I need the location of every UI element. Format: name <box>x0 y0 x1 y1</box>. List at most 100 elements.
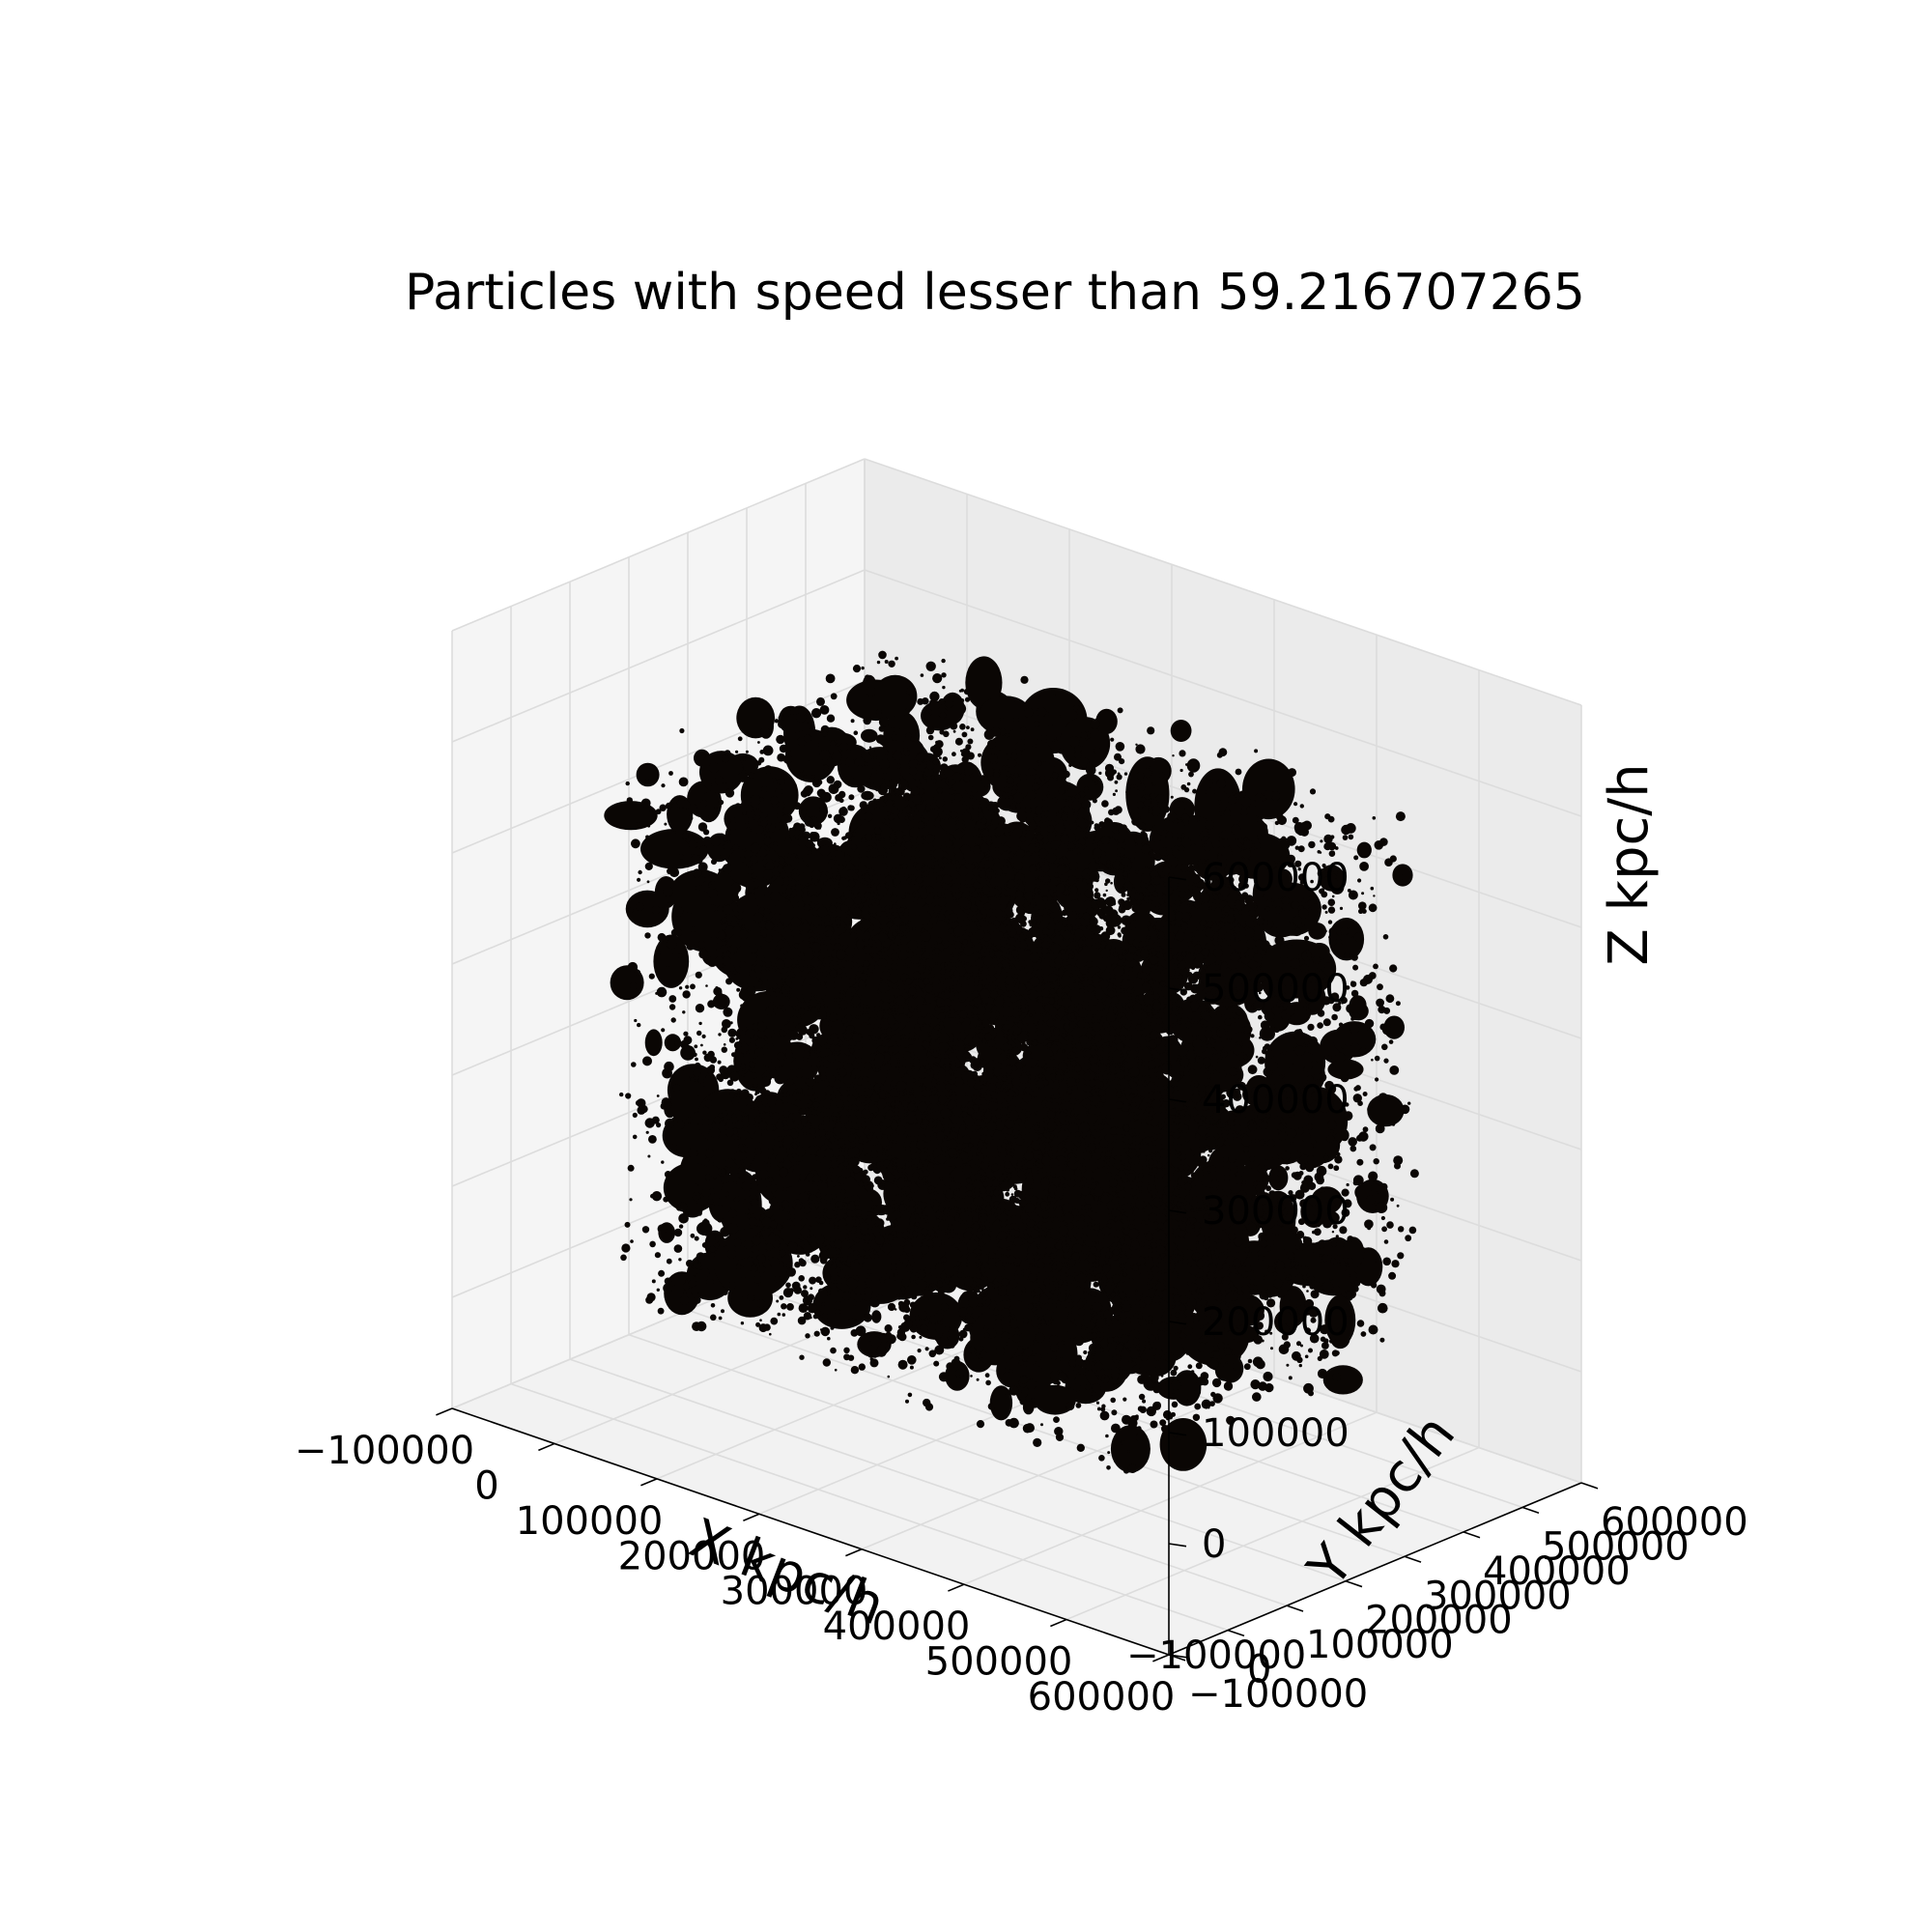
particle-point <box>1172 754 1175 757</box>
particle-point <box>982 1275 988 1282</box>
particle-point <box>1082 1000 1089 1008</box>
particle-point <box>855 1325 867 1337</box>
particle-point <box>1074 1169 1082 1177</box>
particle-point <box>882 746 887 751</box>
particle-point <box>1338 1263 1342 1265</box>
particle-point <box>1132 1338 1140 1346</box>
particle-point <box>1102 1337 1109 1344</box>
particle-point <box>1121 1334 1129 1343</box>
particle-point <box>835 1308 840 1315</box>
particle-point <box>1051 738 1055 742</box>
particle-point <box>666 1258 672 1264</box>
particle-point <box>1211 1350 1220 1359</box>
particle-point <box>1068 953 1073 959</box>
particle-point <box>1223 932 1233 941</box>
particle-point <box>1290 1141 1293 1146</box>
particle-point <box>1328 927 1337 936</box>
particle-point <box>1281 836 1287 841</box>
particle-point <box>1173 1086 1179 1092</box>
particle-point <box>1258 1232 1266 1241</box>
particle-point <box>945 1252 949 1256</box>
particle-point <box>810 1254 820 1264</box>
particle-point <box>855 1015 860 1019</box>
particle-point <box>930 1107 933 1111</box>
grid-line-y-floor <box>687 1309 1406 1558</box>
particle-point <box>811 1036 820 1045</box>
particle-point <box>1290 1262 1295 1267</box>
particle-point <box>996 1145 1002 1151</box>
particle-point <box>940 1272 947 1280</box>
particle-point <box>772 983 778 990</box>
particle-point <box>1330 1258 1337 1264</box>
particle-point <box>1358 901 1367 910</box>
particle-point <box>1141 867 1151 876</box>
particle-point <box>694 1062 701 1069</box>
particle-point <box>1247 1358 1253 1364</box>
particle-point <box>658 1269 666 1277</box>
particle-point <box>1230 952 1240 962</box>
particle-point <box>1074 745 1082 753</box>
particle-point <box>1007 1255 1016 1264</box>
particle-point <box>908 815 915 821</box>
particle-point <box>726 839 731 844</box>
particle-point <box>1165 1026 1175 1036</box>
particle-point <box>700 752 707 757</box>
particle-point <box>785 1148 791 1153</box>
particle-point <box>1038 696 1042 699</box>
particle-point <box>759 946 763 949</box>
particle-point <box>1136 801 1145 810</box>
particle-point <box>933 1074 940 1080</box>
particle-point <box>966 725 970 729</box>
particle-point <box>799 1259 807 1267</box>
particle-point <box>1069 976 1076 982</box>
particle-point <box>850 1073 856 1080</box>
particle-point <box>1065 949 1071 955</box>
particle-point <box>1366 1273 1373 1280</box>
particle-point <box>1041 1003 1046 1007</box>
particle-point <box>807 850 812 856</box>
particle-point <box>1346 1182 1350 1187</box>
particle-point <box>794 1262 801 1268</box>
particle-point <box>900 1286 906 1292</box>
particle-point <box>741 909 744 913</box>
particle-point <box>951 859 956 865</box>
particle-point <box>1409 1169 1419 1179</box>
particle-point <box>1274 820 1280 826</box>
particle-point <box>1398 1226 1405 1233</box>
particle-point <box>795 1147 806 1157</box>
particle-point <box>923 941 930 947</box>
particle-point <box>1123 950 1127 953</box>
particle-point <box>1147 726 1155 735</box>
particle-point <box>1070 761 1075 766</box>
particle-point <box>1110 1397 1116 1404</box>
particle-point <box>1045 1171 1051 1177</box>
particle-point <box>702 1050 707 1055</box>
particle-point <box>889 994 895 1002</box>
particle-point <box>1056 1380 1061 1386</box>
particle-cluster <box>1342 1236 1365 1268</box>
particle-point <box>798 952 805 958</box>
particle-point <box>1067 1313 1076 1321</box>
particle-point <box>1286 1363 1290 1367</box>
particle-point <box>1040 1178 1050 1187</box>
particle-point <box>619 1092 624 1097</box>
particle-point <box>934 1173 938 1177</box>
particle-point <box>704 1157 710 1163</box>
particle-point <box>1208 906 1213 911</box>
particle-point <box>1179 1332 1187 1340</box>
particle-point <box>820 724 830 734</box>
particle-point <box>1288 1376 1293 1380</box>
particle-point <box>851 1244 857 1251</box>
particle-point <box>741 924 746 928</box>
particle-point <box>766 1042 774 1050</box>
particle-point <box>1133 1195 1138 1201</box>
particle-point <box>908 984 911 988</box>
particle-point <box>1171 1137 1175 1140</box>
particle-point <box>1076 1114 1082 1120</box>
particle-point <box>1009 795 1014 801</box>
particle-point <box>933 1360 940 1367</box>
particle-point <box>1246 1257 1250 1261</box>
particle-point <box>819 807 825 813</box>
particle-point <box>874 839 880 845</box>
particle-point <box>1138 1173 1144 1179</box>
